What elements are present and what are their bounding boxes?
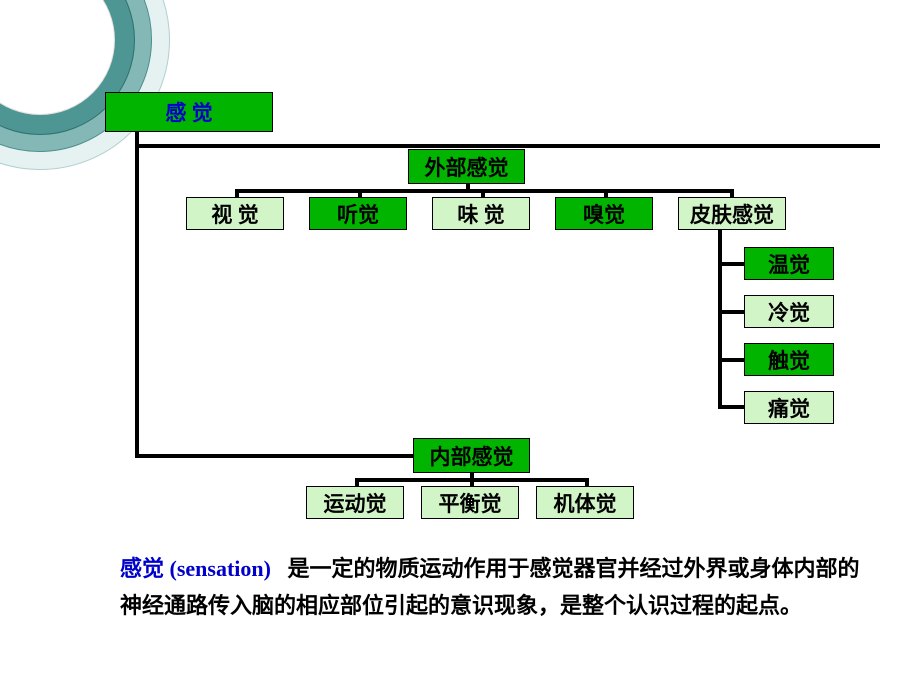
node-label: 机体觉	[554, 488, 617, 518]
connector-line	[135, 132, 139, 456]
node-label: 听觉	[337, 199, 379, 229]
node-label: 运动觉	[324, 488, 387, 518]
node-taste: 味 觉	[432, 197, 530, 230]
connector-line	[718, 262, 745, 266]
node-label: 皮肤感觉	[690, 199, 774, 229]
connector-line	[718, 230, 722, 407]
node-label: 平衡觉	[439, 488, 502, 518]
node-hearing: 听觉	[309, 197, 407, 230]
node-label: 感 觉	[165, 97, 212, 127]
node-organic: 机体觉	[536, 486, 634, 519]
node-label: 视 觉	[211, 199, 258, 229]
connector-line	[718, 310, 745, 314]
node-label: 冷觉	[768, 297, 810, 327]
node-external: 外部感觉	[408, 149, 525, 184]
node-label: 痛觉	[768, 393, 810, 423]
node-label: 触觉	[768, 345, 810, 375]
node-touch: 触觉	[744, 343, 834, 376]
definition-term: 感觉 (sensation)	[120, 556, 271, 581]
node-smell: 嗅觉	[555, 197, 653, 230]
node-label: 嗅觉	[583, 199, 625, 229]
node-internal: 内部感觉	[413, 438, 530, 473]
connector-line	[135, 454, 415, 458]
connector-line	[718, 358, 745, 362]
node-warm: 温觉	[744, 247, 834, 280]
connector-line	[718, 405, 745, 409]
node-label: 味 觉	[457, 199, 504, 229]
node-label: 内部感觉	[430, 441, 514, 471]
slide: 感 觉外部感觉视 觉 听觉 味 觉 嗅觉 皮肤感觉温觉冷觉触觉痛觉内部感觉运动觉 平衡觉 机…	[0, 0, 920, 690]
definition-text: 感觉 (sensation) 是一定的物质运动作用于感觉器官并经过外界或身体内部…	[120, 550, 860, 625]
node-pain: 痛觉	[744, 391, 834, 424]
node-label: 温觉	[768, 249, 810, 279]
node-cold: 冷觉	[744, 295, 834, 328]
node-vision: 视 觉	[186, 197, 284, 230]
node-skin: 皮肤感觉	[678, 197, 786, 230]
node-label: 外部感觉	[425, 152, 509, 182]
connector-line	[135, 144, 880, 148]
node-motion: 运动觉	[306, 486, 404, 519]
node-root: 感 觉	[105, 92, 273, 132]
node-balance: 平衡觉	[421, 486, 519, 519]
